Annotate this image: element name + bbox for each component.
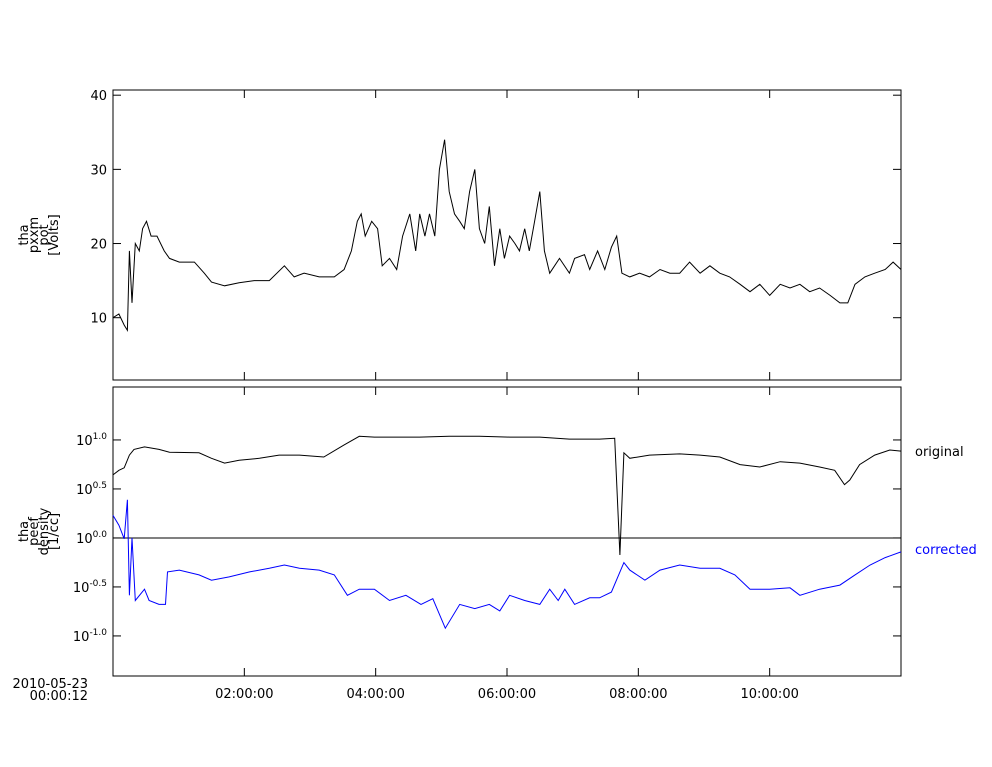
y-tick-label: 10 [90, 312, 107, 327]
y-tick-label: 40 [90, 89, 107, 104]
series-line [112, 139, 902, 332]
y-axis-label: density [37, 507, 52, 555]
plot-frame [112, 89, 902, 381]
y-tick-label: 10-1.0 [73, 628, 107, 645]
y-tick-label: 100.0 [76, 530, 107, 547]
y-axis-label: peef [27, 517, 42, 546]
y-tick-label: 10-0.5 [73, 579, 107, 596]
y-tick-label: 100.5 [76, 481, 107, 498]
y-tick-label: 30 [90, 163, 107, 178]
y-axis-label: pxxm [27, 217, 42, 253]
x-tick-label: 04:00:00 [346, 687, 404, 702]
plot-frame [112, 386, 902, 677]
x-tick-label: 06:00:00 [478, 687, 536, 702]
x-tick-label: 10:00:00 [740, 687, 798, 702]
legend-label: original [915, 445, 964, 460]
x-tick-label: 08:00:00 [609, 687, 667, 702]
y-axis-label: [1/cc] [47, 513, 62, 550]
y-axis-label: tha [17, 224, 32, 245]
y-axis-label: [Volts] [47, 214, 62, 255]
series-line [112, 435, 902, 556]
y-tick-label: 101.0 [76, 432, 107, 449]
y-axis-label: tha [17, 521, 32, 542]
series-line [112, 499, 902, 630]
legend-label: corrected [915, 543, 977, 558]
x-start-label: 2010-05-23 [12, 677, 88, 692]
x-start-label: 00:00:12 [30, 689, 88, 704]
y-axis-label: pot [37, 224, 52, 245]
y-tick-label: 20 [90, 238, 107, 253]
x-tick-label: 02:00:00 [215, 687, 273, 702]
